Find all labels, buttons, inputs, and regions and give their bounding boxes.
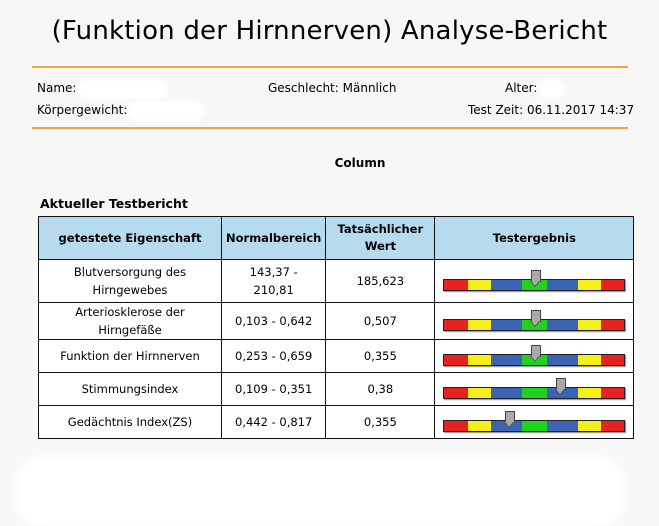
name-label: Name: [37,81,77,95]
cell-property: Gedächtnis Index(ZS) [38,405,222,439]
cell-range-line1: 143,37 - [249,265,298,279]
scale-segment [600,421,625,431]
scale-segment [546,355,578,365]
header-property: getestete Eigenschaft [38,216,222,260]
table-row: Blutversorgung des Hirngewebes 143,37 - … [38,259,635,303]
scale-segment [577,320,601,330]
cell-result [434,339,635,373]
cell-result [434,405,635,439]
scale-segment [577,421,601,431]
result-scale [443,345,626,366]
cell-range: 0,253 - 0,659 [220,339,327,373]
table-row: Funktion der Hirnnerven 0,253 - 0,659 0,… [38,339,635,373]
patient-name: Name: [37,81,166,96]
result-scale-bar [443,387,626,399]
scale-segment [444,280,468,290]
patient-weight: Körpergewicht: [37,103,202,118]
section-title: Aktueller Testbericht [40,196,188,211]
test-time: Test Zeit: 06.11.2017 14:37 [468,103,634,117]
header-divider-top [32,66,628,68]
cell-property-line2: Hirngewebes [92,283,168,297]
header-divider-bottom [32,127,628,129]
scale-segment [444,421,468,431]
footer-redacted [20,462,620,522]
results-table: getestete Eigenschaft Normalbereich Tats… [38,216,635,439]
scale-segment [600,388,625,398]
table-row: Stimmungsindex 0,109 - 0,351 0,38 [38,372,635,406]
name-redacted [80,81,166,96]
result-scale [443,378,626,399]
scale-segment [467,355,492,365]
scale-segment [467,320,492,330]
cell-range-line2: 210,81 [253,283,294,297]
cell-value: 0,38 [325,372,436,406]
scale-segment [600,320,625,330]
weight-redacted [131,103,202,118]
cell-property: Funktion der Hirnnerven [38,339,222,373]
gender-value: Männlich [342,81,397,95]
cell-property: Arteriosklerose der Hirngefäße [38,302,222,340]
scale-segment [467,280,492,290]
scale-segment [577,280,601,290]
table-row: Gedächtnis Index(ZS) 0,442 - 0,817 0,355 [38,405,635,439]
scale-segment [467,388,492,398]
cell-value: 185,623 [325,259,436,303]
patient-gender: Geschlecht: Männlich [268,81,396,95]
result-scale [443,411,626,432]
cell-property-line1: Blutversorgung des [73,265,187,279]
cell-property: Blutversorgung des Hirngewebes [38,259,222,303]
test-time-value: 06.11.2017 14:37 [526,103,635,117]
scale-segment [491,388,522,398]
scale-segment [521,388,547,398]
table-row: Arteriosklerose der Hirngefäße 0,103 - 0… [38,302,635,340]
scale-segment [600,280,625,290]
header-range: Normalbereich [220,216,327,260]
cell-result [434,259,635,303]
scale-segment [521,421,547,431]
scale-segment [546,421,578,431]
result-scale [443,270,626,291]
gender-label: Geschlecht: [268,81,339,95]
cell-value: 0,355 [325,339,436,373]
scale-segment [491,320,522,330]
age-label: Alter: [505,81,538,95]
scale-segment [444,320,468,330]
age-redacted [541,81,562,96]
cell-result [434,372,635,406]
scale-segment [491,280,522,290]
cell-range: 0,442 - 0,817 [220,405,327,439]
cell-range: 143,37 - 210,81 [220,259,327,303]
table-header-row: getestete Eigenschaft Normalbereich Tats… [38,216,635,260]
scale-segment [444,355,468,365]
cell-value: 0,507 [325,302,436,340]
cell-range: 0,109 - 0,351 [220,372,327,406]
scale-segment [467,421,492,431]
report-subtitle: Column [334,156,386,170]
scale-segment [577,355,601,365]
scale-segment [546,320,578,330]
header-value: Tatsächlicher Wert [325,216,436,260]
scale-segment [444,388,468,398]
result-scale [443,310,626,331]
cell-range: 0,103 - 0,642 [220,302,327,340]
scale-segment [491,355,522,365]
report-title: (Funktion der Hirnnerven) Analyse-Berich… [51,16,608,46]
cell-property: Stimmungsindex [38,372,222,406]
scale-segment [577,388,601,398]
header-result: Testergebnis [434,216,635,260]
scale-segment [546,280,578,290]
scale-segment [600,355,625,365]
weight-label: Körpergewicht: [37,103,128,117]
cell-value: 0,355 [325,405,436,439]
result-scale-bar [443,420,626,432]
header-value-line2: Wert [364,239,396,253]
header-value-line1: Tatsächlicher [337,222,424,236]
cell-result [434,302,635,340]
patient-age: Alter: [505,81,562,96]
test-time-label: Test Zeit: [468,103,524,117]
